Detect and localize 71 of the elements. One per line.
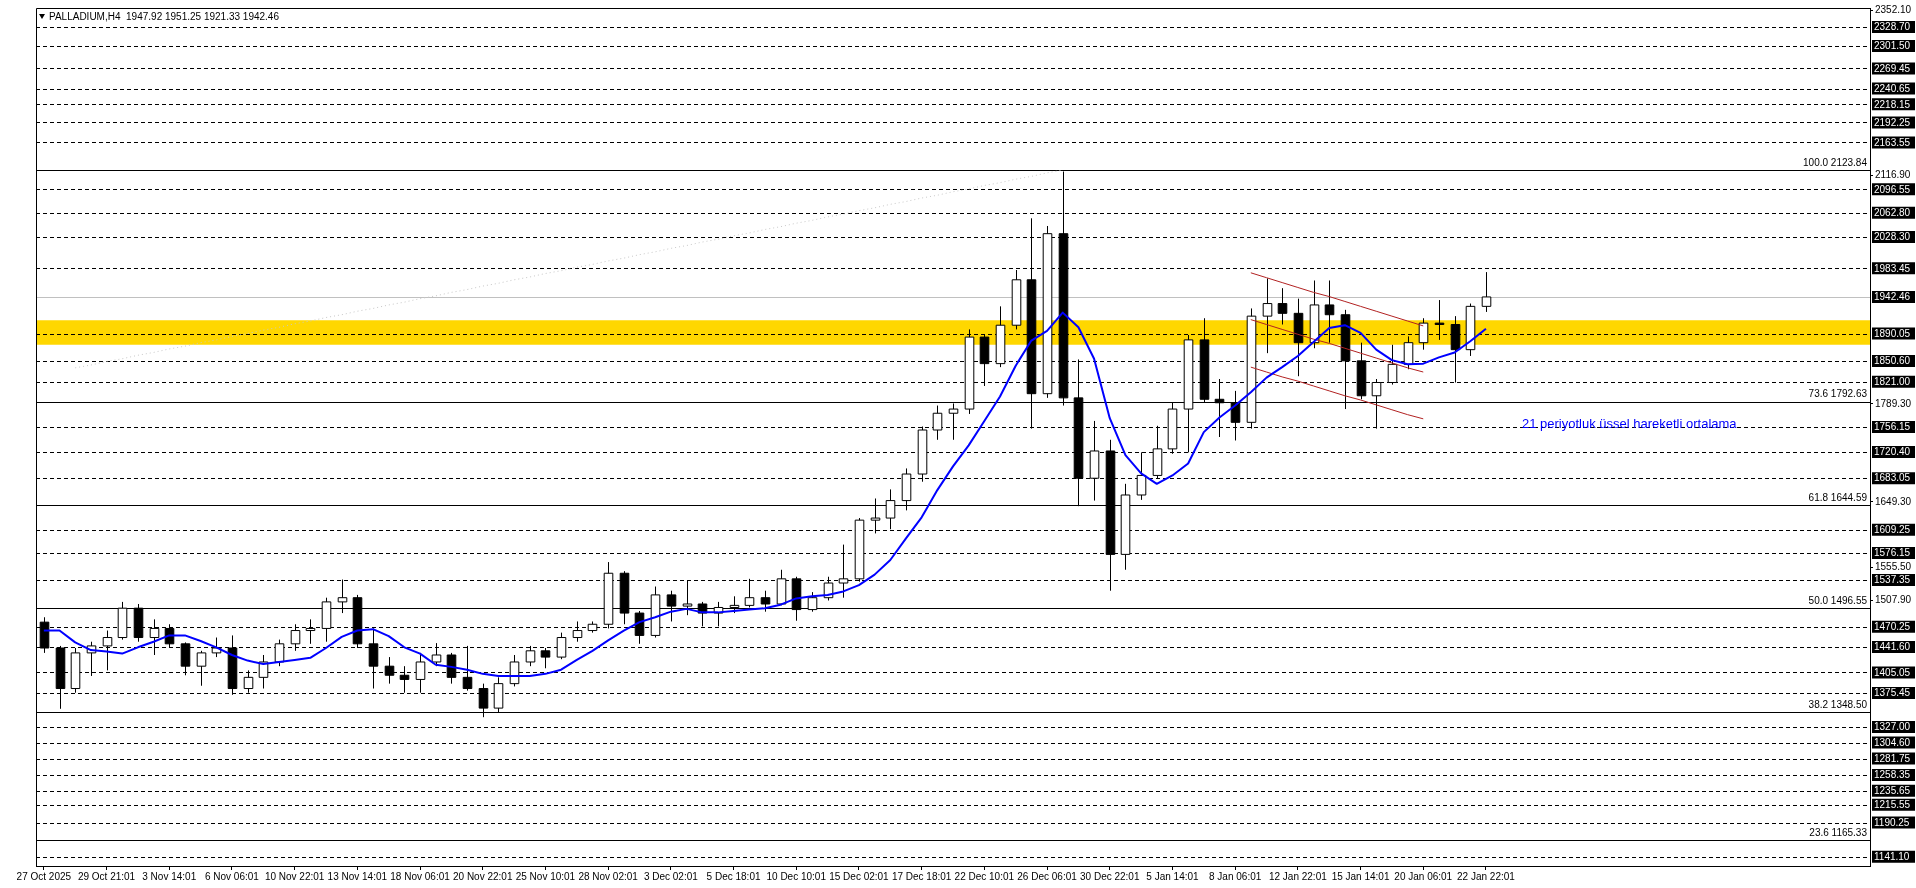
- ref-line-label: 2240.65: [1874, 82, 1911, 94]
- ref-line-label: 1756.15: [1874, 421, 1911, 433]
- x-tick-label: 22 Dec 10:01: [954, 870, 1015, 882]
- x-tick-label: 10 Nov 22:01: [264, 870, 325, 882]
- ref-line-label: 2096.55: [1874, 183, 1911, 195]
- y-tick-label: 2116.90: [1875, 168, 1911, 180]
- ref-line-label: 1609.25: [1874, 524, 1911, 535]
- ref-line-label: 1405.05: [1874, 666, 1911, 678]
- ref-line-label: 100.0 2123.84: [1803, 156, 1868, 168]
- x-tick-label: 6 Nov 06:01: [204, 870, 260, 882]
- ref-line-label: 73.6 1792.63: [1808, 388, 1868, 400]
- y-tick-label: 1649.30: [1875, 495, 1912, 507]
- ref-line-label: 2328.70: [1874, 21, 1911, 33]
- y-tick-label: 1789.30: [1875, 397, 1912, 409]
- x-tick-label: 20 Nov 22:01: [452, 870, 513, 882]
- x-tick-label: 27 Oct 2025: [16, 870, 72, 882]
- x-tick-label: 10 Dec 10:01: [766, 870, 827, 882]
- ref-line-label: 1327.00: [1874, 721, 1911, 733]
- x-tick-label: 13 Nov 14:01: [327, 870, 388, 882]
- ref-line-label: 1235.65: [1874, 785, 1911, 797]
- chart-title: PALLADIUM,H4 1947.92 1951.25 1921.33 1942.46: [49, 10, 280, 22]
- y-tick-label: 1507.90: [1875, 594, 1912, 606]
- ref-line-label: 1304.60: [1874, 736, 1911, 748]
- x-tick-label: 30 Dec 22:01: [1080, 870, 1140, 882]
- x-tick-label: 17 Dec 18:01: [891, 870, 952, 882]
- ref-line-label: 1890.05: [1874, 327, 1911, 339]
- ref-line-label: 2269.45: [1874, 62, 1911, 74]
- x-tick-label: 26 Dec 06:01: [1017, 870, 1078, 882]
- ref-line-label: 2218.15: [1874, 98, 1911, 110]
- ref-line-label: 2192.25: [1874, 116, 1911, 128]
- ref-line-label: 2301.50: [1874, 40, 1911, 52]
- ref-line-label: 2062.80: [1874, 207, 1911, 219]
- x-tick-label: 18 Nov 06:01: [390, 870, 451, 882]
- ref-line-label: 1258.35: [1874, 769, 1911, 781]
- ref-line-label: 1215.55: [1874, 799, 1911, 811]
- ref-line-label: 1470.25: [1874, 621, 1911, 633]
- x-tick-label: 25 Nov 10:01: [515, 870, 576, 882]
- ref-line-label: 1821.00: [1874, 376, 1911, 388]
- ref-line-label: 1850.60: [1874, 355, 1911, 367]
- text: 21 periyotluk üssel hareketli ortalama: [1521, 416, 1738, 432]
- x-tick-label: 12 Jan 22:01: [1268, 870, 1328, 882]
- ref-line-label: 1281.75: [1874, 752, 1911, 764]
- ref-line-label: 61.8 1644.59: [1808, 491, 1868, 503]
- x-tick-label: 15 Jan 14:01: [1331, 870, 1390, 882]
- x-tick-label: 29 Oct 21:01: [77, 870, 136, 882]
- x-tick-label: 20 Jan 06:01: [1394, 870, 1453, 882]
- y-tick-label: 1555.50: [1875, 561, 1912, 573]
- x-tick-label: 3 Nov 14:01: [142, 870, 197, 882]
- ref-line-label: 23.6 1165.33: [1809, 826, 1868, 838]
- x-tick-label: 5 Jan 14:01: [1146, 870, 1200, 882]
- ref-line-label: 2163.55: [1874, 136, 1911, 148]
- ref-line-label: 1141.10: [1874, 851, 1910, 863]
- ref-line-label: 1441.60: [1874, 641, 1911, 653]
- x-tick-label: 15 Dec 02:01: [829, 870, 890, 882]
- ref-line-label: 38.2 1348.50: [1808, 698, 1868, 710]
- y-tick-label: 2352.10: [1875, 4, 1912, 16]
- ref-line-label: 1683.05: [1874, 472, 1911, 484]
- ref-line-label: 50.0 1496.55: [1808, 595, 1868, 607]
- x-tick-label: 3 Dec 02:01: [643, 870, 699, 882]
- x-tick-label: 5 Dec 18:01: [706, 870, 761, 882]
- ref-line-label: 1190.25: [1874, 816, 1910, 828]
- ref-line-label: 1375.45: [1874, 687, 1911, 699]
- ref-line-label: 1942.46: [1874, 291, 1911, 303]
- ref-line-label: 1537.35: [1874, 574, 1911, 586]
- x-tick-label: 22 Jan 22:01: [1457, 870, 1516, 882]
- x-tick-label: 8 Jan 06:01: [1209, 870, 1262, 882]
- ref-line-label: 1983.45: [1874, 262, 1911, 274]
- x-tick-label: 28 Nov 02:01: [578, 870, 639, 882]
- ref-line-label: 1720.40: [1874, 446, 1911, 458]
- ref-line-label: 2028.30: [1874, 231, 1911, 243]
- ref-line-label: 1576.15: [1874, 547, 1911, 559]
